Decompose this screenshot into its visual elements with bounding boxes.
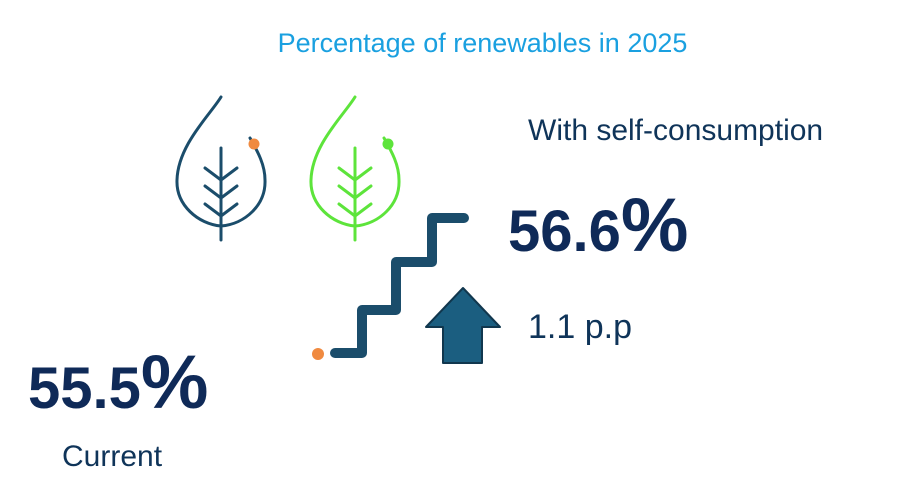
self-consumption-number: 56.6 [508,199,621,264]
current-value: 55.5% [28,345,208,421]
self-consumption-value: 56.6% [508,188,688,264]
orange-dot-icon [248,138,260,150]
stairs-icon [330,213,469,358]
current-unit: % [140,340,209,425]
self-consumption-label: With self-consumption [528,114,824,147]
leaf-icon-green [309,95,401,242]
leaf-icon-dark [175,95,267,242]
green-dot-icon [382,138,394,150]
arrow-up-icon [425,287,501,364]
chart-title: Percentage of renewables in 2025 [277,28,688,58]
current-number: 55.5 [28,356,141,421]
self-consumption-unit: % [620,183,689,268]
change-value: 1.1 p.p [528,308,632,346]
orange-dot-icon [312,348,324,360]
current-label: Current [62,440,163,473]
